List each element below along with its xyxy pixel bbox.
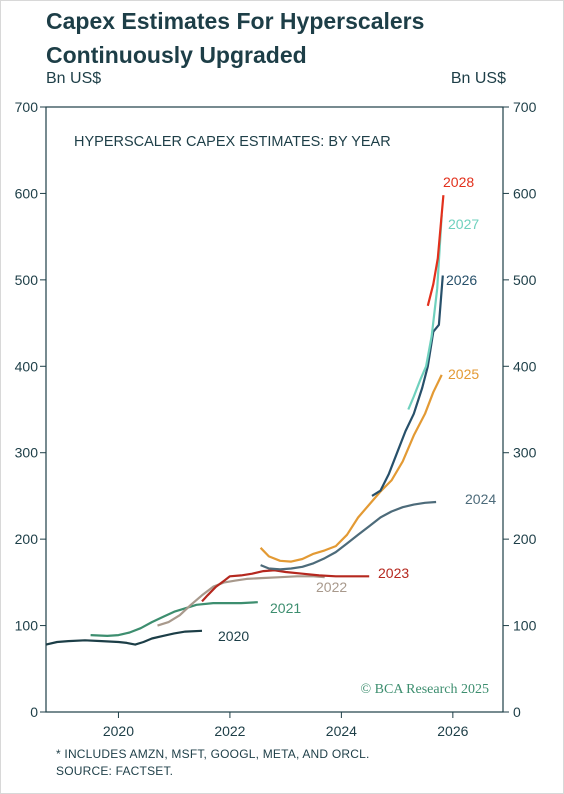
x-tick-label: 2020 bbox=[103, 723, 134, 739]
y-tick-label-left: 200 bbox=[15, 531, 39, 547]
right-axis-unit: Bn US$ bbox=[450, 70, 506, 87]
y-tick-label-right: 200 bbox=[513, 531, 537, 547]
y-tick-label-right: 0 bbox=[513, 704, 521, 720]
series-line-2028 bbox=[426, 195, 445, 307]
series-label-2025: 2025 bbox=[448, 366, 479, 382]
axes: 0 0 100 100 200 200 300 300 400 400 500 500 600 600 70… bbox=[15, 99, 537, 739]
series-line-2022 bbox=[157, 575, 325, 627]
y-tick-label-left: 700 bbox=[15, 99, 39, 115]
y-tick-label-left: 600 bbox=[15, 185, 39, 201]
series-label-2026: 2026 bbox=[446, 272, 477, 288]
x-tick-label: 2022 bbox=[214, 723, 245, 739]
watermark: © BCA Research 2025 bbox=[361, 682, 489, 697]
y-tick-label-left: 300 bbox=[15, 445, 39, 461]
y-tick-label-left: 100 bbox=[15, 618, 39, 634]
series-label-2022: 2022 bbox=[316, 579, 347, 595]
series-line-2024 bbox=[260, 500, 437, 571]
series-line-2026 bbox=[371, 275, 444, 497]
x-tick-label: 2024 bbox=[326, 723, 357, 739]
y-tick-label-right: 100 bbox=[513, 618, 537, 634]
series-lines bbox=[45, 195, 445, 646]
series-line-2020 bbox=[45, 629, 203, 646]
y-tick-label-right: 500 bbox=[513, 272, 537, 288]
series-line-2027 bbox=[407, 214, 443, 410]
series-label-2023: 2023 bbox=[378, 565, 409, 581]
y-tick-label-left: 500 bbox=[15, 272, 39, 288]
chart-title: Capex Estimates For Hyperscalers Continu… bbox=[46, 4, 546, 72]
y-tick-label-right: 400 bbox=[513, 358, 537, 374]
series-label-2028: 2028 bbox=[443, 174, 474, 190]
y-tick-label-right: 600 bbox=[513, 185, 537, 201]
series-line-2021 bbox=[90, 601, 258, 637]
series-label-2020: 2020 bbox=[218, 628, 249, 644]
chart-title-line2: Continuously Upgraded bbox=[46, 42, 307, 68]
y-tick-label-left: 0 bbox=[30, 704, 38, 720]
series-label-2027: 2027 bbox=[448, 216, 479, 232]
chart-subtitle: HYPERSCALER CAPEX ESTIMATES: BY YEAR bbox=[74, 134, 391, 150]
series-line-2025 bbox=[259, 374, 443, 563]
footnote-includes: * INCLUDES AMZN, MSFT, GOOGL, META, AND … bbox=[56, 747, 370, 761]
chart-title-line1: Capex Estimates For Hyperscalers bbox=[46, 8, 425, 34]
series-label-2024: 2024 bbox=[465, 491, 496, 507]
footnote: * INCLUDES AMZN, MSFT, GOOGL, META, AND … bbox=[56, 746, 370, 780]
left-axis-unit: Bn US$ bbox=[46, 70, 102, 87]
x-tick-label: 2026 bbox=[437, 723, 468, 739]
y-tick-label-right: 700 bbox=[513, 99, 537, 115]
series-line-2023 bbox=[201, 569, 370, 603]
y-tick-label-right: 300 bbox=[513, 445, 537, 461]
y-tick-label-left: 400 bbox=[15, 358, 39, 374]
series-label-2021: 2021 bbox=[270, 600, 301, 616]
series-labels: 2020 2021 2022 2023 2024 2025 2026 2027 2028 bbox=[218, 174, 496, 644]
plot-area bbox=[45, 106, 504, 713]
footnote-source: SOURCE: FACTSET. bbox=[56, 764, 174, 778]
